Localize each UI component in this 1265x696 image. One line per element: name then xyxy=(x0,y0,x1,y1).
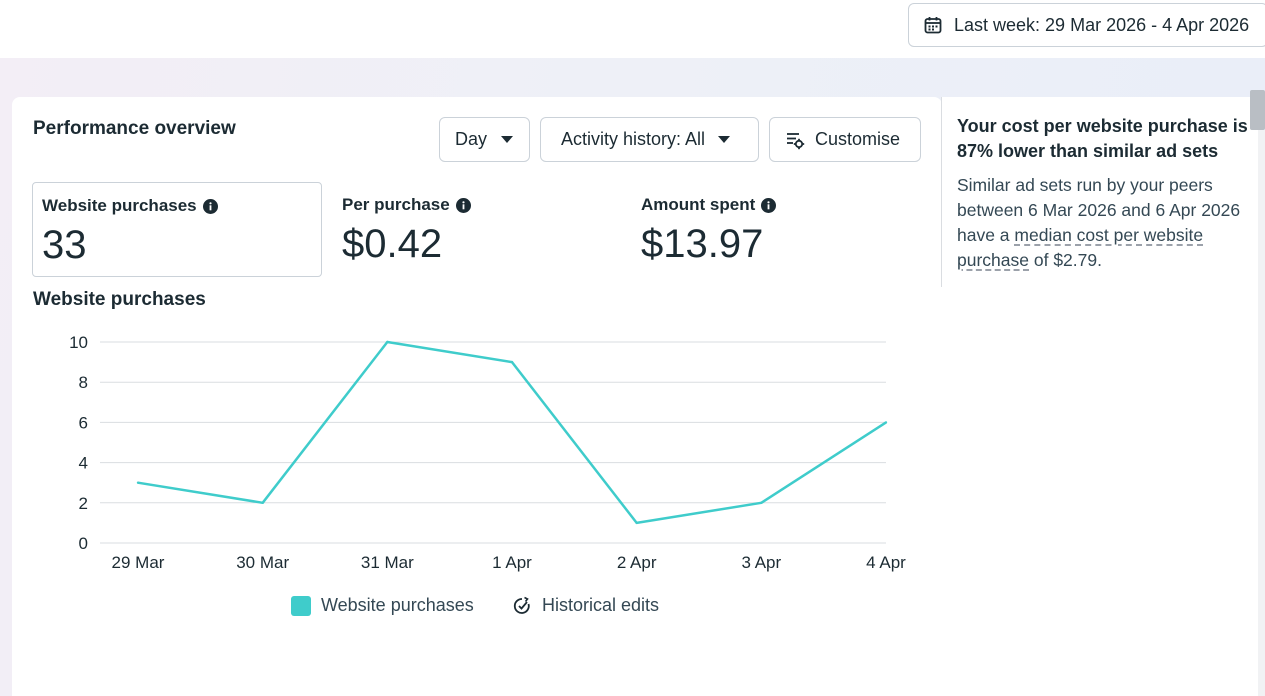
insight-body: Similar ad sets run by your peers betwee… xyxy=(957,173,1247,273)
activity-history-label: Activity history: All xyxy=(561,129,706,149)
metric-value: $0.42 xyxy=(342,222,443,266)
metric-label: Website purchases xyxy=(42,196,218,216)
metric-value: 33 xyxy=(42,223,87,267)
metric-label-text: Website purchases xyxy=(42,196,197,215)
metric-amount-spent[interactable]: Amount spent $13.97 xyxy=(631,182,921,277)
caret-down-icon xyxy=(501,136,514,143)
series-line xyxy=(137,340,887,525)
legend-edits-label: Historical edits xyxy=(542,595,660,615)
legend-swatch xyxy=(291,595,311,616)
customise-label: Customise xyxy=(815,129,901,149)
date-range-label: Last week: 29 Mar 2026 - 4 Apr 2026 xyxy=(954,14,1250,35)
chart-title: Website purchases xyxy=(33,289,206,310)
info-icon[interactable] xyxy=(455,197,471,213)
y-tick-label: 2 xyxy=(79,494,88,513)
performance-card xyxy=(12,97,942,696)
insight-body-text-end: of $2.79. xyxy=(1029,250,1102,270)
legend-website-purchases[interactable]: Website purchases xyxy=(291,595,474,616)
metric-label: Per purchase xyxy=(342,195,471,215)
x-tick-label: 31 Mar xyxy=(361,553,414,572)
metric-per-purchase[interactable]: Per purchase $0.42 xyxy=(332,182,622,277)
data-point xyxy=(884,421,888,424)
caret-down-icon xyxy=(718,136,731,143)
median-cost-link[interactable]: median cost per website purchase xyxy=(957,225,1204,270)
metric-label-text: Per purchase xyxy=(342,195,450,214)
legend-series-label: Website purchases xyxy=(321,595,474,615)
y-tick-label: 4 xyxy=(79,454,88,473)
y-tick-label: 10 xyxy=(69,333,88,352)
data-point xyxy=(386,340,389,344)
legend-historical-edits[interactable]: Historical edits xyxy=(512,595,659,616)
y-tick-label: 8 xyxy=(79,373,88,392)
historical-edits-icon xyxy=(512,596,532,616)
day-dropdown-label: Day xyxy=(455,129,488,149)
customise-settings-icon xyxy=(785,130,805,150)
metric-value: $13.97 xyxy=(641,222,764,266)
info-icon[interactable] xyxy=(761,197,777,213)
metric-label-text: Amount spent xyxy=(641,195,756,214)
metric-website-purchases[interactable]: Website purchases 33 xyxy=(32,182,322,277)
x-tick-label: 30 Mar xyxy=(236,553,289,572)
date-range-button[interactable]: Last week: 29 Mar 2026 - 4 Apr 2026 xyxy=(908,3,1265,47)
calendar-icon xyxy=(923,15,943,35)
data-point xyxy=(760,501,763,504)
x-tick-label: 2 Apr xyxy=(617,553,657,572)
data-point xyxy=(635,521,638,525)
performance-overview-title: Performance overview xyxy=(33,118,236,139)
data-point xyxy=(136,481,140,484)
y-tick-label: 0 xyxy=(79,534,88,553)
scrollbar-thumb[interactable] xyxy=(1250,90,1265,130)
scrollbar-track[interactable] xyxy=(1258,130,1265,696)
customise-button[interactable]: Customise xyxy=(769,117,921,162)
x-tick-label: 29 Mar xyxy=(112,553,165,572)
data-point xyxy=(261,501,264,504)
insight-heading: Your cost per website purchase is 87% lo… xyxy=(957,116,1248,161)
info-icon[interactable] xyxy=(202,198,218,214)
y-tick-label: 6 xyxy=(79,413,88,432)
data-point xyxy=(510,360,514,364)
panel-divider xyxy=(941,97,942,287)
insight-panel xyxy=(942,97,1260,696)
x-tick-label: 4 Apr xyxy=(866,553,906,572)
website-purchases-chart: 0 2 4 6 8 10 29 Mar 30 Mar 31 Mar 1 Apr 2 Apr 3 Apr… xyxy=(69,333,906,572)
x-tick-label: 1 Apr xyxy=(492,553,532,572)
x-tick-label: 3 Apr xyxy=(741,553,781,572)
activity-history-dropdown[interactable]: Activity history: All xyxy=(540,117,759,162)
day-dropdown[interactable]: Day xyxy=(439,117,530,162)
insight-body-text: Similar ad sets run by your peers betwee… xyxy=(957,175,1241,245)
metric-label: Amount spent xyxy=(641,195,777,215)
